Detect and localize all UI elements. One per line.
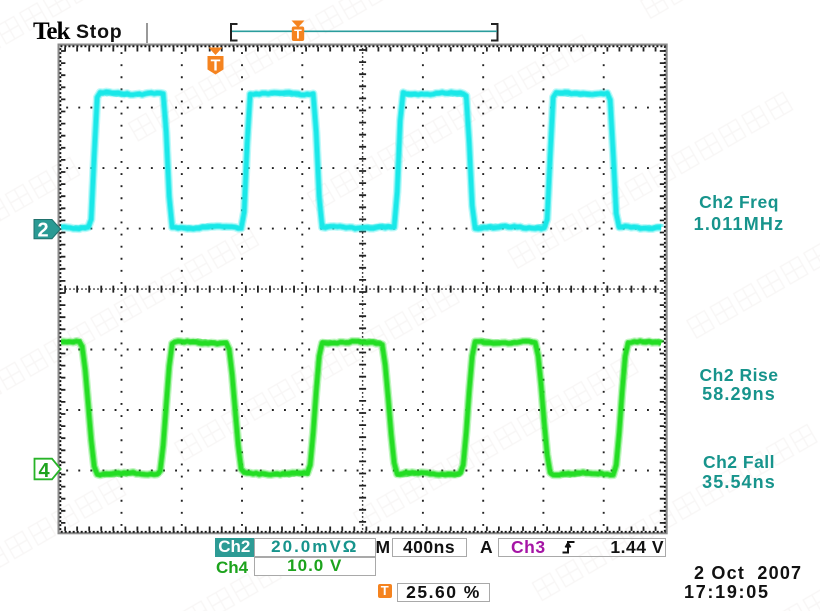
svg-text:T: T [294,28,302,42]
svg-text:T: T [211,58,221,75]
svg-text:4: 4 [38,460,50,482]
svg-text:2: 2 [37,220,48,242]
